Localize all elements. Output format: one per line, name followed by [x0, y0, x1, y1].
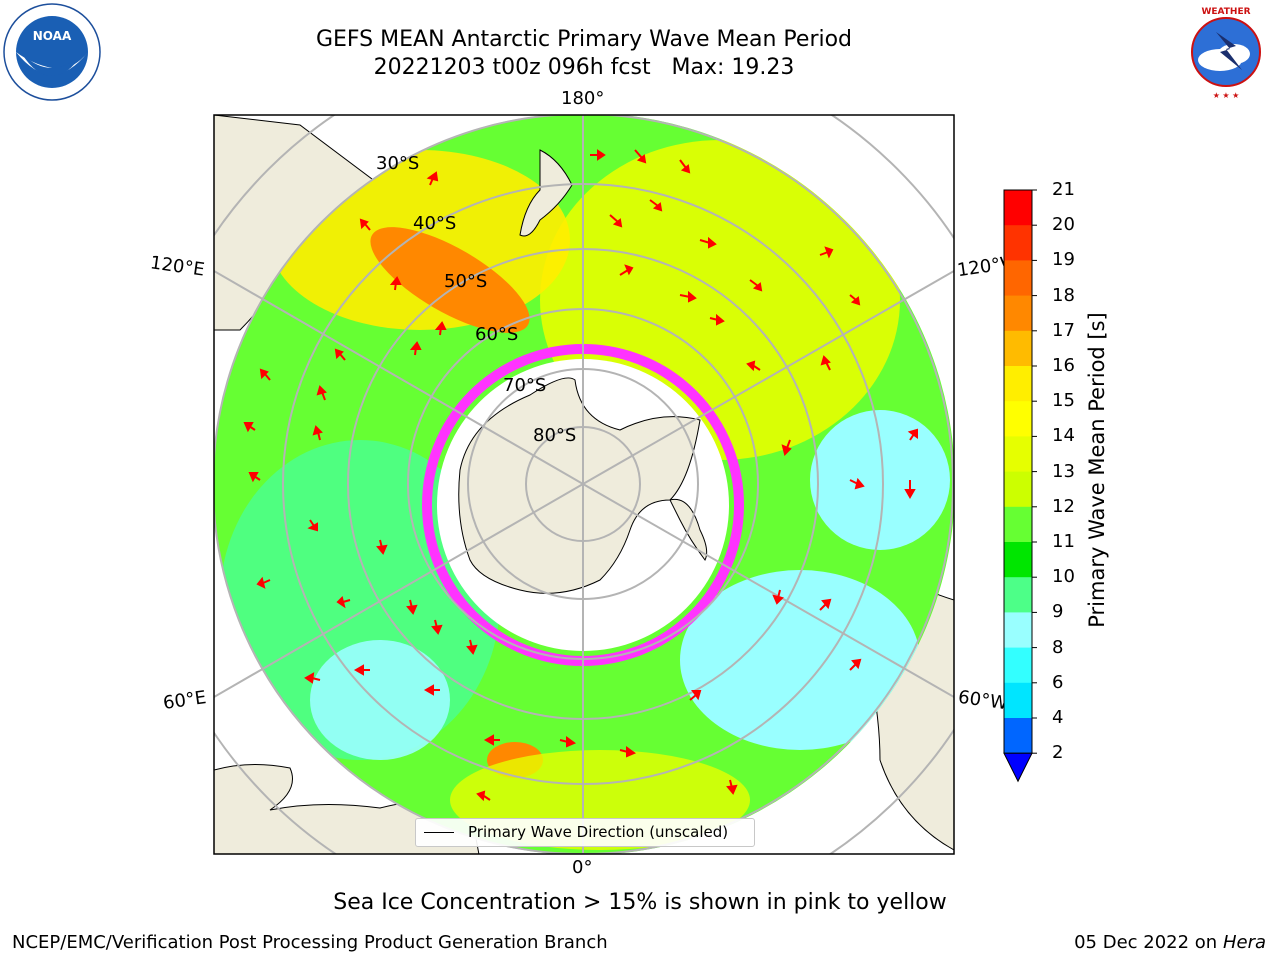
- colorbar-band: [1004, 718, 1032, 754]
- svg-text:WEATHER: WEATHER: [1201, 7, 1250, 17]
- noaa-logo: NOAA: [2, 2, 102, 102]
- colorbar-band: [1004, 190, 1032, 226]
- map-frame: [213, 114, 955, 855]
- colorbar-band: [1004, 682, 1032, 719]
- lat-label-60s: 60°S: [475, 324, 519, 345]
- colorbar-tick-label: 11: [1052, 531, 1075, 552]
- colorbar-band: [1004, 612, 1032, 649]
- colorbar-band: [1004, 330, 1032, 367]
- colorbar-tick-label: 21: [1052, 179, 1075, 200]
- colorbar-title: Primary Wave Mean Period [s]: [1085, 312, 1109, 628]
- colorbar-band: [1004, 260, 1032, 297]
- sea-ice-caption: Sea Ice Concentration > 15% is shown in …: [333, 890, 947, 915]
- field-cyan-east: [810, 410, 950, 550]
- lon-label-180: 180°: [561, 88, 605, 109]
- colorbar-tick-label: 14: [1052, 425, 1075, 447]
- land-new-zealand: [519, 149, 573, 237]
- colorbar-tick-label: 12: [1052, 495, 1075, 517]
- colorbar-band: [1004, 366, 1032, 402]
- colorbar-band: [1004, 436, 1032, 473]
- colorbar-band: [1004, 471, 1032, 508]
- lat-label-70s: 70°S: [503, 375, 547, 396]
- colorbar-tick-label: 19: [1052, 249, 1075, 271]
- colorbar-tick-label: 10: [1052, 566, 1075, 588]
- lon-label-0: 0°: [572, 857, 593, 878]
- colorbar-tick-label: 13: [1052, 460, 1075, 482]
- colorbar-band: [1004, 506, 1032, 543]
- field-orange-swell: [370, 227, 530, 333]
- field-cyan-atlantic: [680, 570, 920, 750]
- nws-logo: WEATHER ★ ★ ★: [1176, 2, 1276, 102]
- footer-host: Hera: [1222, 932, 1266, 953]
- colorbar-band: [1004, 225, 1032, 261]
- colorbar-tick-label: 18: [1052, 284, 1075, 306]
- legend-label: Primary Wave Direction (unscaled): [468, 823, 729, 841]
- svg-text:NOAA: NOAA: [33, 29, 72, 43]
- colorbar-tick-label: 4: [1052, 707, 1064, 728]
- colorbar: [1003, 189, 1037, 783]
- colorbar-tick-label: 9: [1052, 601, 1064, 623]
- field-cyan-indian: [310, 640, 450, 760]
- colorbar-band: [1004, 295, 1032, 332]
- chart-title: GEFS MEAN Antarctic Primary Wave Mean Pe…: [315, 27, 853, 52]
- map-legend: Primary Wave Direction (unscaled): [415, 818, 755, 847]
- colorbar-tick-label: 8: [1052, 636, 1064, 658]
- lat-label-50s: 50°S: [444, 271, 488, 292]
- colorbar-tick-label: 20: [1052, 214, 1075, 236]
- colorbar-band: [1004, 647, 1032, 684]
- colorbar-extend-triangle: [1003, 752, 1033, 783]
- graticule: [214, 115, 954, 854]
- credit-text: NCEP/EMC/Verification Post Processing Pr…: [12, 932, 608, 953]
- colorbar-band: [1004, 401, 1032, 437]
- footer-date: 05 Dec 2022 on Hera: [1074, 932, 1266, 953]
- wave-direction-arrows: [243, 149, 918, 802]
- colorbar-tick-label: 2: [1052, 742, 1064, 764]
- chart-subtitle: 20221203 t00z 096h fcst Max: 19.23: [373, 55, 795, 80]
- lat-label-80s: 80°S: [533, 425, 577, 446]
- colorbar-band: [1004, 577, 1032, 613]
- footer-date-text: 05 Dec 2022 on: [1074, 932, 1218, 953]
- lat-label-30s: 30°S: [376, 153, 420, 174]
- colorbar-tick-label: 15: [1052, 390, 1075, 412]
- colorbar-tick-label: 16: [1052, 355, 1075, 376]
- lat-label-40s: 40°S: [413, 213, 457, 234]
- legend-line-swatch: [424, 832, 454, 833]
- colorbar-tick-label: 17: [1052, 319, 1075, 341]
- colorbar-tick-label: 6: [1052, 671, 1064, 693]
- colorbar-band: [1004, 542, 1032, 578]
- svg-text:★ ★ ★: ★ ★ ★: [1213, 91, 1240, 100]
